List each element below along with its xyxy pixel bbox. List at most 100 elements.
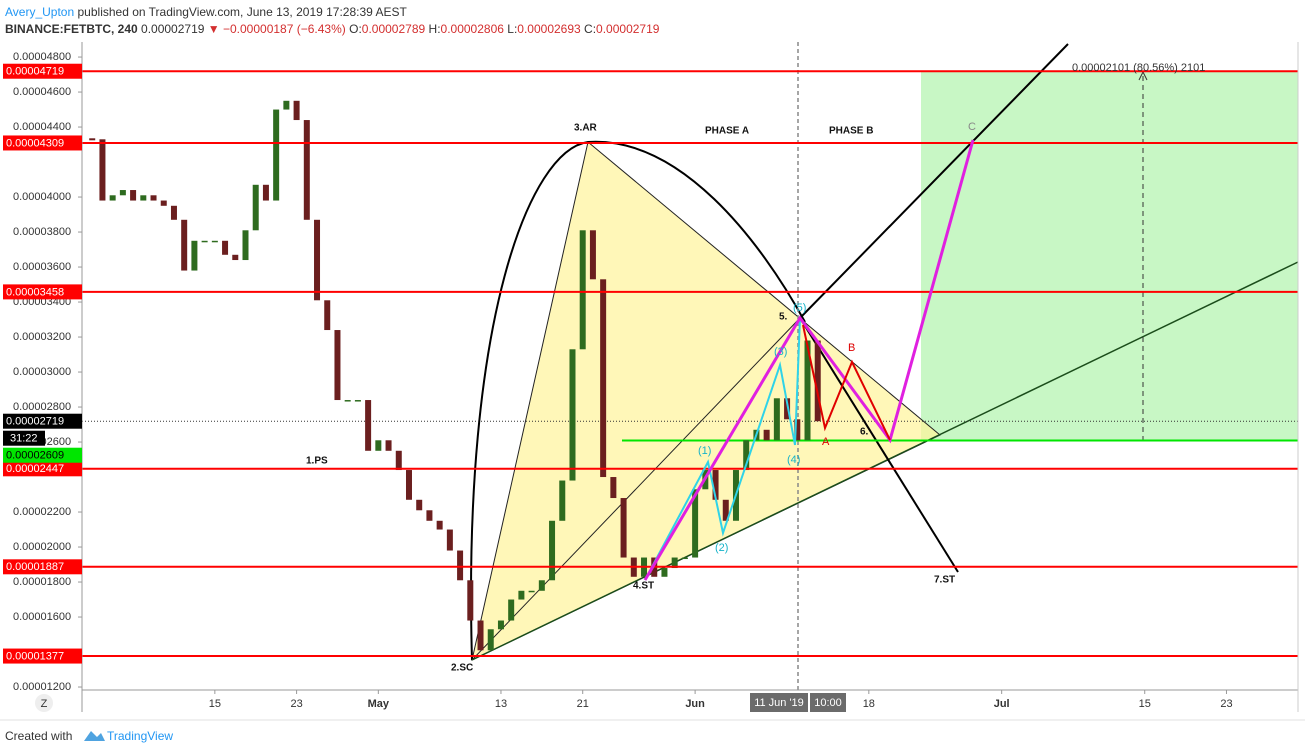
candle	[375, 440, 382, 451]
candle	[273, 109, 280, 201]
candle	[692, 489, 699, 558]
x-tick-label: 15	[209, 698, 221, 710]
crosshair-time: 10:00	[814, 697, 842, 709]
candle	[344, 400, 351, 402]
support-box	[3, 447, 82, 463]
level-label: 0.00004719	[6, 66, 64, 78]
candle	[150, 195, 157, 201]
y-tick-label: 0.00001800	[13, 576, 71, 588]
candle	[569, 349, 576, 481]
candle	[681, 557, 688, 560]
candle	[497, 620, 504, 630]
crosshair-date: 11 Jun '19	[754, 697, 804, 709]
candle	[395, 450, 402, 471]
wave-path	[644, 317, 801, 581]
candle	[712, 470, 719, 500]
annotation: 6.	[860, 427, 869, 438]
candle	[140, 195, 147, 201]
h-label: H:	[429, 22, 441, 36]
x-tick-label: 15	[1139, 698, 1151, 710]
candle	[610, 477, 617, 499]
trend-line	[471, 317, 801, 661]
level-box	[3, 461, 82, 477]
candle	[201, 240, 208, 243]
x-tick-label: May	[368, 698, 390, 710]
candle	[385, 440, 392, 451]
footer-brand[interactable]: TradingView	[107, 729, 173, 743]
candle	[722, 499, 729, 521]
labels: 0.00004719 0.00004309 0.00003458 0.00002447…	[3, 63, 82, 664]
candle	[170, 205, 177, 220]
annotation: 7.ST	[934, 575, 955, 586]
candle	[549, 520, 556, 581]
candle	[487, 629, 494, 651]
author[interactable]: Avery_Upton	[5, 5, 74, 19]
open: 0.00002789	[362, 22, 426, 36]
x-tick-label: 23	[1220, 698, 1232, 710]
candle	[528, 590, 535, 593]
x-tick-label: 18	[863, 698, 875, 710]
candle	[191, 240, 198, 271]
candle	[457, 550, 464, 581]
annotation: 3.AR	[574, 123, 598, 134]
abc-label: C	[968, 121, 976, 133]
y-tick-label: 0.00001200	[13, 681, 71, 693]
wave-label: (1)	[698, 445, 711, 457]
candle	[773, 398, 780, 441]
annotation: 1.PS	[306, 456, 328, 467]
low: 0.00002693	[517, 22, 581, 36]
candle	[324, 300, 331, 331]
annotation: 4.ST	[633, 581, 654, 592]
support-label: 0.00002609	[6, 450, 64, 462]
y-tick-label: 0.00002200	[13, 506, 71, 518]
candle	[130, 190, 137, 201]
candle	[763, 429, 770, 441]
arc	[470, 140, 806, 661]
y-tick-label: 0.00003800	[13, 226, 71, 238]
abc-label: A	[822, 436, 830, 448]
wave-label: (3)	[774, 346, 787, 358]
y-tick-label: 0.00002000	[13, 541, 71, 553]
candle	[620, 498, 627, 558]
candle	[784, 398, 791, 420]
candle	[232, 254, 239, 261]
annotation: PHASE B	[829, 126, 873, 137]
y-tick-label: 0.00001600	[13, 611, 71, 623]
close: 0.00002719	[596, 22, 660, 36]
y-tick-label: 0.00003600	[13, 261, 71, 273]
candle	[354, 400, 361, 402]
header-line-2: BINANCE:FETBTC, 240 0.00002719 ▼ −0.0000…	[5, 22, 660, 36]
overlay: 3.AR PHASE A PHASE B 1.PS 2.SC 4.ST 5. 6…	[306, 62, 1205, 674]
candle	[283, 100, 290, 110]
candle	[743, 440, 750, 471]
candle	[334, 330, 341, 401]
header-line-1: Avery_Upton published on TradingView.com…	[5, 5, 408, 19]
zoom-button[interactable]	[35, 694, 53, 712]
candle	[303, 120, 310, 220]
level-label: 0.00004309	[6, 137, 64, 149]
wave-label: (5)	[793, 302, 806, 314]
level-box	[3, 135, 82, 151]
countdown-label: 31:22	[10, 433, 38, 445]
candle	[508, 599, 515, 621]
l-label: L:	[507, 22, 517, 36]
measure-label: 0.00002101 (80.56%) 2101	[1072, 62, 1205, 74]
candle	[518, 590, 525, 600]
candle	[416, 499, 423, 511]
last: 0.00002719	[141, 22, 205, 36]
o-label: O:	[349, 22, 362, 36]
level-label: 0.00001887	[6, 561, 64, 573]
candle	[559, 480, 566, 521]
candle	[538, 580, 545, 591]
y-tick-label: 0.00004600	[13, 86, 71, 98]
target-zone	[921, 71, 1298, 441]
candle	[211, 240, 218, 243]
y-tick-label: 0.00004400	[13, 121, 71, 133]
annotation: 2.SC	[451, 663, 473, 674]
trend-line	[799, 43, 1069, 319]
candle	[467, 580, 474, 621]
candle	[589, 230, 596, 280]
zoom-label[interactable]: Z	[41, 698, 48, 710]
candle	[426, 510, 433, 521]
